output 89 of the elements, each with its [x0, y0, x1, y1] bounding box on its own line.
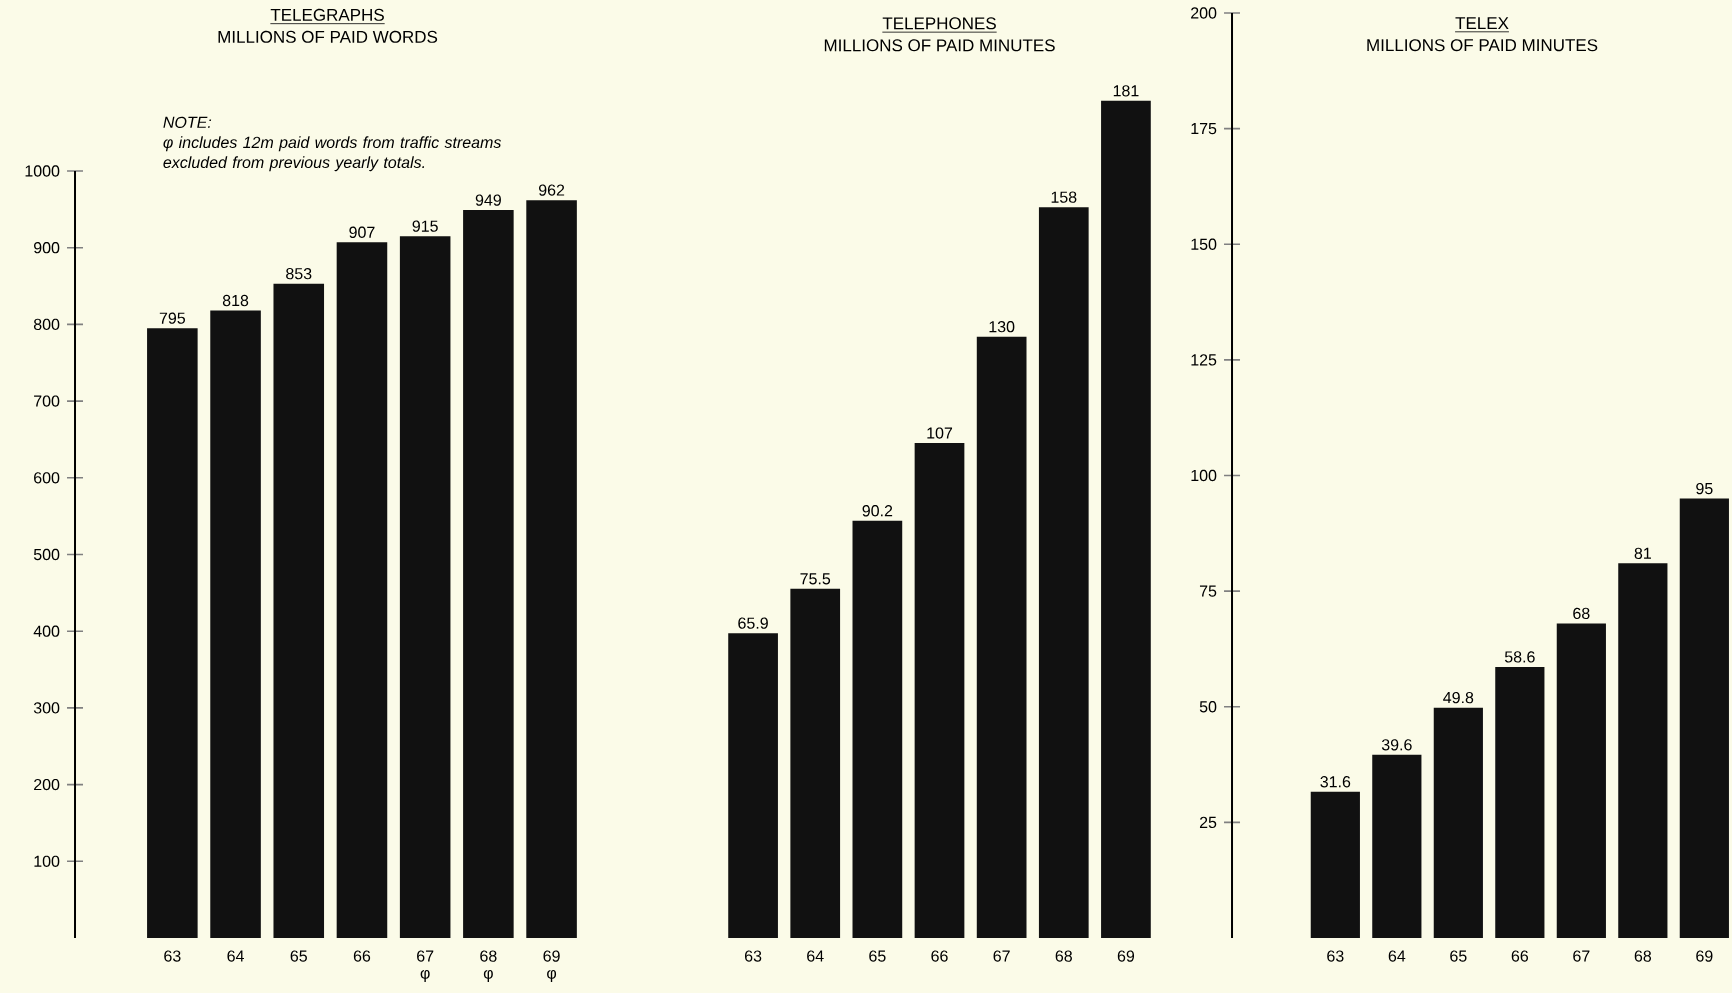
y-tick-label: 100	[34, 855, 60, 867]
bar	[1433, 707, 1483, 938]
bar	[976, 336, 1027, 938]
data-label: 95	[1696, 482, 1713, 495]
bar	[1679, 498, 1729, 938]
data-label: 31.6	[1320, 776, 1351, 788]
data-label: 81	[1634, 547, 1651, 559]
data-label: 907	[349, 226, 375, 238]
y-tick-label: 600	[34, 472, 60, 484]
x-tick-label: 69 φ	[543, 950, 560, 982]
x-tick-label: 64	[227, 950, 244, 962]
y-tick-label: 900	[34, 242, 60, 254]
data-label: 915	[412, 220, 438, 232]
x-tick-label: 67	[1573, 950, 1590, 962]
y-tick-label: 200	[34, 778, 60, 791]
data-label: 795	[159, 312, 186, 324]
data-label: 949	[475, 194, 501, 206]
bar	[273, 283, 325, 938]
x-tick-label: 63	[164, 950, 181, 962]
annotation: φ includes 12m paid words from traffic streams excluded from previous yearly totals.	[163, 136, 502, 172]
data-label: 90.2	[862, 505, 893, 517]
bar	[1310, 791, 1360, 938]
data-label: 49.8	[1443, 691, 1474, 704]
bar	[1495, 666, 1545, 938]
x-tick-label: 67 φ	[417, 950, 434, 982]
data-label: 818	[222, 294, 249, 307]
y-tick-label: 25	[1199, 816, 1217, 829]
x-tick-label: 63	[1327, 950, 1344, 962]
y-tick-label: 300	[33, 702, 60, 714]
x-tick-label: 68 φ	[480, 950, 497, 982]
bar	[463, 210, 514, 938]
y-tick-label: 75	[1199, 585, 1217, 597]
data-label: 962	[538, 184, 565, 196]
bar	[1101, 100, 1151, 938]
bar	[1038, 207, 1089, 938]
y-tick-label: 400	[33, 625, 60, 637]
data-label: 158	[1051, 191, 1077, 203]
bar	[1372, 754, 1422, 938]
chart-title: TELEGRAPHS	[270, 8, 384, 21]
text: MILLIONS OF PAID MINUTES	[1367, 39, 1598, 52]
bar	[1556, 623, 1606, 938]
x-tick-label: 64	[1388, 950, 1406, 962]
bar	[914, 443, 965, 938]
text: MILLIONS OF PAID MINUTES	[824, 39, 1055, 52]
y-tick-label: 150	[1191, 238, 1217, 250]
x-tick-label: 69	[1117, 950, 1135, 962]
bar	[790, 588, 841, 938]
y-tick-label: 800	[33, 318, 60, 331]
data-label: 39.6	[1381, 739, 1412, 751]
data-label: 75.5	[800, 573, 831, 585]
bar	[210, 310, 261, 938]
x-tick-label: 65	[290, 950, 307, 962]
data-label: 181	[1113, 85, 1139, 97]
y-tick-label: 125	[1191, 354, 1217, 366]
x-tick-label: 67	[993, 950, 1010, 962]
bar	[399, 236, 451, 938]
x-tick-label: 66	[353, 950, 371, 962]
x-tick-label: 63	[745, 950, 762, 962]
data-label: 65.9	[738, 617, 768, 629]
y-tick-label: 700	[34, 395, 60, 407]
data-label: 58.6	[1504, 651, 1535, 663]
bar	[728, 633, 778, 938]
x-tick-label: 68	[1055, 950, 1072, 962]
chart-title: TELEPHONES	[882, 17, 996, 30]
y-tick-label: 200	[1191, 7, 1217, 19]
x-tick-label: 65	[1450, 950, 1467, 962]
data-label: 68	[1573, 607, 1590, 620]
bar	[526, 200, 577, 938]
chart-title: TELEX	[1455, 17, 1509, 29]
data-label: 107	[927, 427, 953, 439]
x-tick-label: 66	[1511, 950, 1529, 962]
x-tick-label: 66	[931, 950, 948, 962]
x-tick-label: 64	[807, 950, 824, 962]
chart-subtitle: MILLIONS OF PAID WORDS	[218, 30, 438, 43]
y-tick-label: 175	[1191, 123, 1217, 135]
y-tick-label: 50	[1199, 701, 1217, 713]
bar	[336, 242, 388, 938]
bar	[1618, 563, 1668, 938]
data-label: 130	[989, 321, 1015, 333]
data-label: 853	[286, 268, 312, 280]
bar	[852, 520, 903, 938]
x-tick-label: 69	[1696, 950, 1713, 962]
y-tick-label: 100	[1191, 469, 1217, 482]
text: NOTE:	[163, 116, 212, 129]
y-tick-label: 1000	[25, 165, 60, 177]
x-tick-label: 65	[869, 950, 886, 962]
x-tick-label: 68	[1634, 950, 1652, 962]
y-tick-label: 500	[33, 548, 60, 561]
bar	[147, 328, 198, 938]
